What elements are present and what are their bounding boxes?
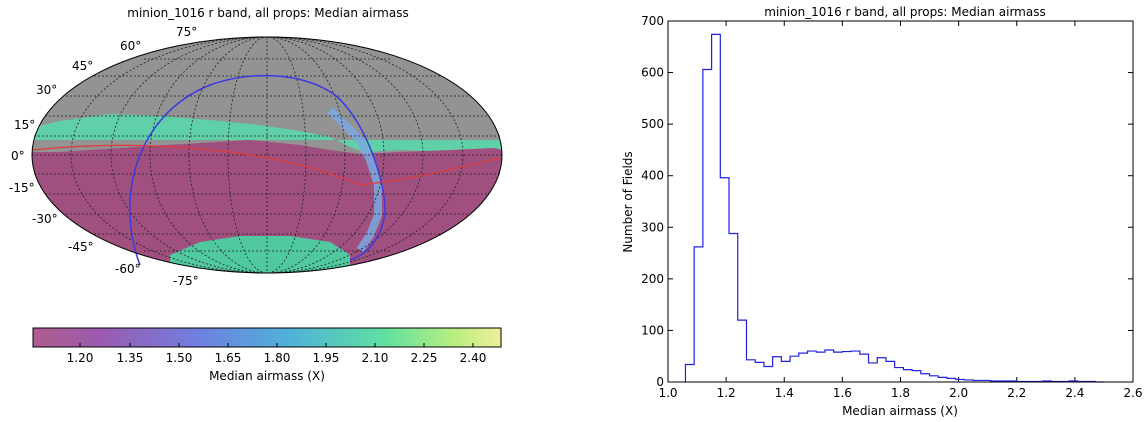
histogram-ylabel: Number of Fields	[621, 151, 635, 252]
colorbar-tick-label: 1.80	[264, 351, 291, 365]
latitude-labels: 75° 60° 45° 30° 15° 0° -15° -30° -45° -6…	[9, 25, 199, 288]
y-tick-label: 500	[641, 117, 664, 131]
histogram-title: minion_1016 r band, all props: Median ai…	[764, 5, 1045, 19]
lat-label: 75°	[176, 25, 197, 39]
colorbar: 1.20 1.35 1.50 1.65 1.80 1.95 2.10 2.25 …	[32, 327, 502, 383]
colorbar-tick-label: 2.10	[362, 351, 389, 365]
colorbar-ticks	[79, 343, 474, 347]
colorbar-tick-label: 1.50	[166, 351, 193, 365]
lat-label: 30°	[36, 83, 57, 97]
x-tick-label: 1.2	[717, 386, 736, 400]
y-tick-label: 200	[641, 272, 664, 286]
lat-label: -75°	[173, 274, 199, 288]
colorbar-gradient	[32, 327, 502, 348]
x-tick-label: 2.0	[949, 386, 968, 400]
north-coverage-band	[32, 114, 502, 160]
y-tick-label: 600	[641, 66, 664, 80]
histogram-steps	[684, 33, 1104, 383]
colorbar-tick-label: 2.40	[460, 351, 487, 365]
x-tick-label: 1.8	[891, 386, 910, 400]
ecliptic-line	[31, 144, 501, 186]
lat-label: -30°	[32, 212, 58, 226]
sky-map-title: minion_1016 r band, all props: Median ai…	[127, 6, 408, 20]
colorbar-tick-label: 1.95	[313, 351, 340, 365]
colorbar-tick-label: 1.65	[215, 351, 242, 365]
lat-label: 15°	[14, 118, 35, 132]
low-airmass-region	[32, 140, 502, 273]
x-tick-label: 2.6	[1123, 386, 1142, 400]
x-tick-label: 2.4	[1065, 386, 1084, 400]
x-tick-label: 1.4	[775, 386, 794, 400]
sky-map-field	[32, 37, 502, 273]
lat-label: -45°	[68, 240, 94, 254]
sky-map-chart: minion_1016 r band, all props: Median ai…	[9, 6, 503, 383]
x-tick-label: 2.2	[1007, 386, 1026, 400]
histogram-plot-frame	[667, 20, 1134, 383]
x-tick-label: 1.6	[833, 386, 852, 400]
histogram-y-axis: 0 100 200 300 400 500 600 700	[641, 14, 1133, 389]
lat-label: -60°	[115, 262, 141, 276]
galactic-plane-line	[129, 74, 386, 266]
histogram-chart: minion_1016 r band, all props: Median ai…	[621, 5, 1143, 418]
lat-label: 60°	[120, 39, 141, 53]
magellanic-streak	[327, 107, 382, 253]
lat-label: -15°	[9, 181, 35, 195]
y-tick-label: 300	[641, 220, 664, 234]
colorbar-label: Median airmass (X)	[209, 369, 325, 383]
lat-label: 45°	[72, 59, 93, 73]
sky-map-outline	[31, 36, 503, 274]
y-tick-label: 0	[656, 375, 664, 389]
y-tick-label: 700	[641, 14, 664, 28]
histogram-xlabel: Median airmass (X)	[842, 404, 958, 418]
lat-label: 0°	[11, 149, 25, 163]
x-tick-label: 1.0	[658, 386, 677, 400]
histogram-x-axis: 1.0 1.2 1.4 1.6 1.8 2.0 2.2 2.4 2.6	[658, 21, 1143, 400]
south-coverage-band	[170, 236, 350, 273]
y-tick-label: 100	[641, 323, 664, 337]
y-tick-label: 400	[641, 169, 664, 183]
colorbar-tick-label: 2.25	[411, 351, 438, 365]
colorbar-tick-label: 1.35	[117, 351, 144, 365]
colorbar-tick-label: 1.20	[67, 351, 94, 365]
